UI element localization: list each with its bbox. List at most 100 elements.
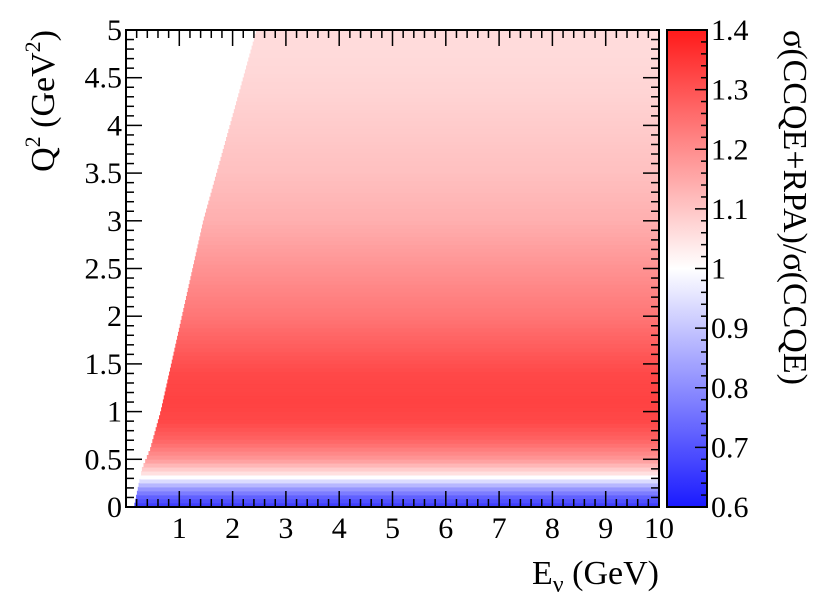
- heatmap-cell: [236, 101, 659, 106]
- x-tick-label: 1: [172, 512, 187, 545]
- colorbar-tick-label: 1.2: [711, 133, 749, 166]
- heatmap-cell: [201, 224, 659, 230]
- heatmap-cell: [177, 335, 659, 341]
- colorbar-tick-label: 0.8: [711, 372, 749, 405]
- heatmap-cell: [228, 129, 659, 134]
- heatmap-cell: [175, 343, 659, 349]
- heatmap-cell: [185, 300, 659, 305]
- heatmap-cell: [216, 172, 659, 178]
- heatmap-cell: [239, 89, 659, 94]
- heatmap-cell: [182, 311, 659, 317]
- heatmap-cell: [174, 347, 659, 353]
- heatmap-cell: [167, 379, 659, 385]
- colorbar-tick-label: 0.6: [711, 491, 749, 524]
- heatmap-cell: [196, 248, 659, 253]
- x-tick-label: 9: [598, 512, 613, 545]
- heatmap-cell: [193, 264, 659, 269]
- heatmap-cell: [150, 447, 659, 452]
- heatmap-cell: [211, 188, 659, 194]
- heatmap-cell: [226, 137, 659, 142]
- heatmap-cell: [231, 117, 659, 122]
- heatmap-cell: [192, 268, 659, 273]
- heatmap-cell: [136, 494, 659, 500]
- heatmap-cell: [160, 411, 659, 416]
- y-tick-label: 0.5: [85, 443, 123, 476]
- heatmap-cell: [242, 77, 659, 82]
- y-axis-ticks: 0 0.5 1 1.5 2 2.5 3 3.5 4 4.5 5: [85, 14, 659, 524]
- heatmap-cell: [212, 184, 659, 190]
- colorbar-tick-label: 1.1: [711, 193, 749, 226]
- colorbar-tick-label: 1.3: [711, 74, 749, 107]
- heatmap-cell: [185, 296, 659, 301]
- heatmap-cell: [213, 180, 659, 186]
- heatmap-cells: [134, 30, 659, 507]
- heatmap-cell: [135, 498, 659, 504]
- x-tick-label: 4: [332, 512, 347, 545]
- colorbar-tick-label: 0.9: [711, 312, 749, 345]
- heatmap-cell: [248, 57, 659, 63]
- heatmap-cell: [253, 37, 659, 43]
- heatmap-cell: [137, 486, 659, 492]
- y-tick-label: 0: [107, 491, 122, 524]
- heatmap-cell: [238, 93, 659, 98]
- heatmap-cell: [172, 355, 659, 361]
- heatmap-cell: [232, 113, 659, 118]
- heatmap-cell: [210, 192, 659, 198]
- y-axis-title-sup: 2: [20, 136, 45, 147]
- y-tick-label: 2.5: [85, 253, 123, 286]
- heatmap-cell: [180, 319, 659, 325]
- heatmap-cell: [161, 407, 659, 412]
- y-tick-label: 2: [107, 300, 122, 333]
- heatmap-cell: [252, 41, 659, 47]
- heatmap-cell: [169, 367, 659, 373]
- colorbar-tick-label: 1: [711, 253, 726, 286]
- heatmap-cell: [197, 244, 659, 249]
- colorbar-tick-label: 1.4: [711, 14, 749, 47]
- heatmap-cell: [193, 260, 659, 265]
- heatmap-cell: [234, 105, 659, 110]
- heatmap-cell: [138, 482, 659, 488]
- heatmap-cell: [200, 232, 659, 237]
- colorbar-title: σ(CCQE+RPA)/σ(CCQE): [776, 30, 813, 385]
- heatmap-cell: [194, 256, 659, 261]
- heatmap-cell: [164, 391, 659, 397]
- heatmap-cell: [208, 200, 659, 206]
- heatmap-cell: [170, 363, 659, 369]
- heatmap-cell: [203, 216, 659, 222]
- heatmap-cell: [166, 383, 659, 389]
- colorbar-ticks: 0.6 0.7 0.8 0.9 1 1.1 1.2 1.3 1.4: [695, 14, 749, 524]
- heatmap-cell: [153, 435, 659, 440]
- heatmap-cell: [250, 49, 659, 55]
- heatmap-cell: [148, 451, 659, 456]
- heatmap-cell: [214, 176, 659, 182]
- heatmap-cell: [157, 419, 659, 424]
- y-axis-title-sup2: 2: [20, 41, 45, 52]
- heatmap-cell: [229, 125, 659, 130]
- y-tick-label: 4.5: [85, 62, 123, 95]
- y-tick-label: 1.5: [85, 348, 123, 381]
- heatmap-cell: [251, 45, 659, 51]
- heatmap-cell: [179, 323, 659, 329]
- heatmap-cell: [207, 204, 659, 210]
- x-axis-title-sub: ν: [553, 572, 564, 596]
- heatmap-cell: [151, 443, 659, 448]
- heatmap-cell: [223, 144, 659, 150]
- x-axis-title: Eν (GeV): [532, 555, 659, 596]
- y-axis-title-end: ): [25, 30, 62, 41]
- heatmap-cell: [195, 252, 659, 257]
- heatmap-cell: [143, 462, 659, 468]
- x-tick-label: 2: [225, 512, 240, 545]
- y-tick-label: 4: [107, 109, 122, 142]
- heatmap-cell: [171, 359, 659, 365]
- heatmap-cell: [186, 292, 659, 297]
- x-axis-title-rest: (GeV): [564, 555, 659, 592]
- heatmap-cell: [141, 470, 659, 476]
- heatmap-cell: [139, 478, 659, 484]
- heatmap-cell: [201, 228, 659, 234]
- x-tick-label: 7: [492, 512, 507, 545]
- heatmap-cell: [168, 375, 659, 381]
- heatmap-cell: [178, 327, 659, 333]
- heatmap-cell: [237, 97, 659, 102]
- heatmap-cell: [247, 61, 659, 67]
- heatmap-cell: [154, 431, 659, 436]
